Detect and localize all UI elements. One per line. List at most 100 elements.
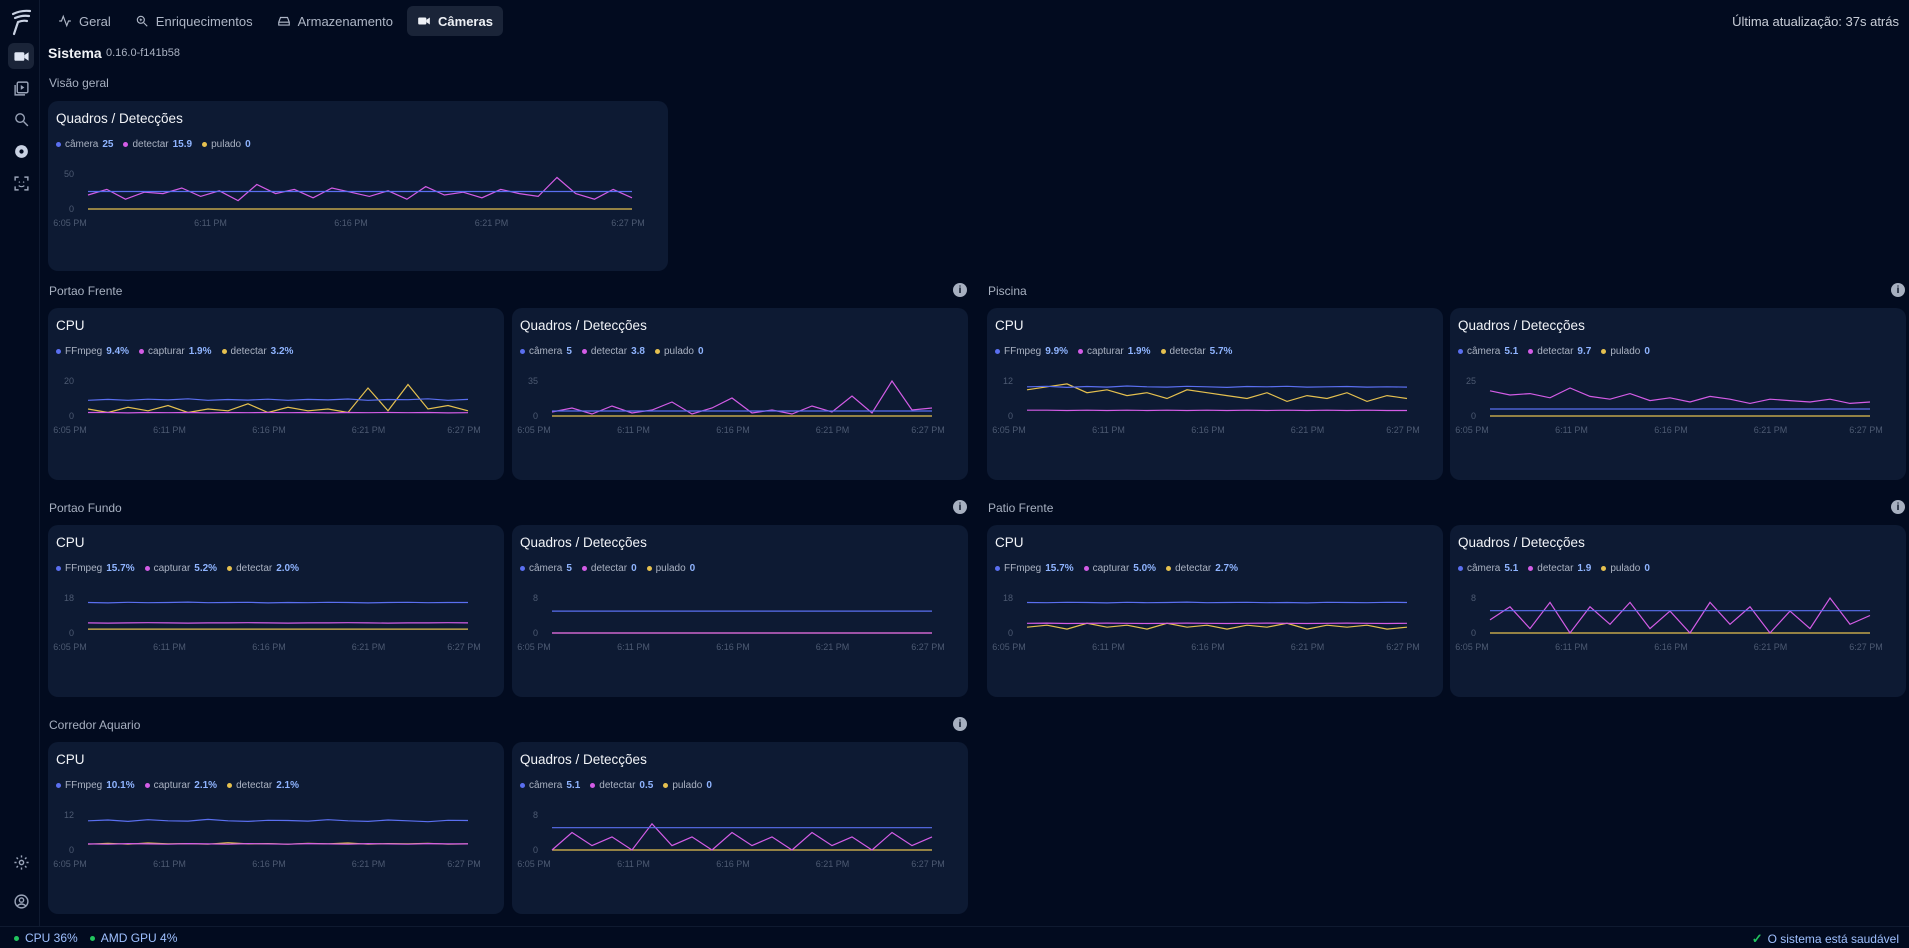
legend-item[interactable]: capturar 5.0%	[1083, 563, 1156, 574]
tab-cameras[interactable]: Câmeras	[407, 6, 503, 36]
legend-item[interactable]: detectar 15.9	[123, 139, 192, 150]
legend-item[interactable]: detectar 0	[581, 563, 637, 574]
legend-item[interactable]: FFmpeg 15.7%	[995, 563, 1074, 574]
legend-dot	[227, 566, 233, 571]
legend-item[interactable]: detectar 9.7	[1528, 346, 1591, 357]
legend-item[interactable]: FFmpeg 9.9%	[995, 346, 1068, 357]
legend-item[interactable]: câmera 25	[56, 139, 113, 150]
legend-item[interactable]: pulado 0	[646, 563, 695, 574]
info-icon[interactable]: i	[953, 283, 967, 297]
gpu-status-text: AMD GPU 4%	[100, 931, 178, 945]
sidebar-item-explore[interactable]	[8, 106, 34, 132]
health-status[interactable]: ✓ O sistema está saudável	[1752, 931, 1899, 947]
legend-item[interactable]: câmera 5	[520, 563, 572, 574]
info-icon[interactable]: i	[953, 500, 967, 514]
legend-dot	[1528, 349, 1534, 354]
x-tick-label: 6:21 PM	[352, 859, 386, 869]
legend-item[interactable]: detectar 5.7%	[1160, 346, 1232, 357]
legend-item[interactable]: FFmpeg 10.1%	[56, 780, 135, 791]
x-tick-label: 6:16 PM	[252, 425, 286, 435]
sidebar-item-export[interactable]	[8, 138, 34, 164]
x-tick-label: 6:11 PM	[1092, 425, 1125, 435]
legend-label: FFmpeg	[1004, 346, 1042, 357]
sidebar-item-live[interactable]	[8, 43, 34, 69]
info-icon[interactable]: i	[1891, 500, 1905, 514]
legend-item[interactable]: detectar 3.8	[581, 346, 645, 357]
legend-label: detectar	[1537, 346, 1574, 357]
y-tick-label: 0	[533, 845, 538, 855]
x-tick-label: 6:05 PM	[53, 218, 87, 228]
legend-label: detectar	[236, 780, 273, 791]
gpu-status[interactable]: AMD GPU 4%	[89, 931, 178, 945]
sidebar-settings[interactable]	[8, 849, 34, 875]
legend-item[interactable]: detectar 2.7%	[1166, 563, 1238, 574]
info-icon[interactable]: i	[1891, 283, 1905, 297]
legend-item[interactable]: pulado 0	[202, 139, 251, 150]
camera-cpu-card: CPU FFmpeg 10.1% capturar 2.1% detectar 2.1% 12…	[48, 742, 504, 914]
tab-geral[interactable]: Geral	[48, 6, 121, 36]
legend-value: 0	[245, 139, 251, 150]
series-line-0	[1026, 601, 1408, 604]
legend-item[interactable]: detectar 3.2%	[221, 346, 293, 357]
legend-item[interactable]: detectar 0.5	[590, 780, 653, 791]
camera-section-label: Portao Frente	[49, 284, 123, 298]
x-tick-label: 6:21 PM	[352, 425, 386, 435]
legend-item[interactable]: capturar 1.9%	[139, 346, 212, 357]
legend-item[interactable]: detectar 2.1%	[227, 780, 299, 791]
chart-title: CPU	[995, 318, 1024, 333]
x-tick-label: 6:27 PM	[911, 642, 945, 652]
legend-value: 15.7%	[1045, 563, 1074, 574]
legend-item[interactable]: FFmpeg 15.7%	[56, 563, 135, 574]
x-tick-label: 6:16 PM	[1654, 642, 1688, 652]
legend-label: pulado	[1610, 563, 1641, 574]
legend-item[interactable]: pulado 0	[1601, 563, 1650, 574]
legend-item[interactable]: capturar 5.2%	[144, 563, 217, 574]
legend-label: detectar	[1537, 563, 1574, 574]
legend-dot	[227, 783, 233, 788]
x-tick-label: 6:27 PM	[611, 218, 645, 228]
frigate-logo-icon[interactable]	[10, 8, 32, 36]
line-chart: 12 0 6:05 PM 6:11 PM 6:16 PM 6:21 PM 6:27 PM	[53, 810, 481, 869]
sidebar-account[interactable]	[8, 888, 34, 914]
chart-legend: FFmpeg 15.7% capturar 5.0% detectar 2.7%	[995, 563, 1238, 574]
legend-item[interactable]: detectar 1.9	[1528, 563, 1591, 574]
legend-dot	[520, 783, 525, 788]
y-tick-label: 8	[533, 593, 538, 603]
legend-label: detectar	[230, 346, 267, 357]
sidebar-item-faces[interactable]	[8, 170, 34, 196]
chart-legend: câmera 5 detectar 3.8 pulado 0	[520, 346, 704, 357]
legend-item[interactable]: pulado 0	[1601, 346, 1650, 357]
legend-item[interactable]: câmera 5.1	[1458, 346, 1518, 357]
legend-item[interactable]: câmera 5.1	[520, 780, 580, 791]
x-tick-label: 6:16 PM	[1654, 425, 1688, 435]
legend-item[interactable]: capturar 2.1%	[144, 780, 217, 791]
x-tick-label: 6:16 PM	[716, 642, 750, 652]
tab-enriquecimentos[interactable]: Enriquecimentos	[125, 6, 263, 36]
legend-label: capturar	[1087, 346, 1124, 357]
chart-legend: câmera 5.1 detectar 0.5 pulado 0	[520, 780, 712, 791]
x-tick-label: 6:05 PM	[1455, 642, 1489, 652]
legend-value: 5	[566, 346, 572, 357]
legend-item[interactable]: pulado 0	[663, 780, 712, 791]
cpu-status[interactable]: CPU 36%	[14, 931, 78, 945]
legend-item[interactable]: detectar 2.0%	[227, 563, 299, 574]
y-tick-label: 50	[64, 169, 74, 179]
x-tick-label: 6:27 PM	[911, 859, 945, 869]
sidebar-item-review[interactable]	[8, 75, 34, 101]
tab-armazenamento[interactable]: Armazenamento	[267, 6, 403, 36]
activity-icon	[59, 14, 71, 28]
x-tick-label: 6:05 PM	[517, 425, 551, 435]
tab-label: Enriquecimentos	[155, 13, 253, 29]
info-icon[interactable]: i	[953, 717, 967, 731]
legend-item[interactable]: pulado 0	[654, 346, 704, 357]
legend-value: 9.4%	[106, 346, 130, 357]
line-chart: 20 0 6:05 PM 6:11 PM 6:16 PM 6:21 PM 6:27 PM	[53, 376, 481, 435]
legend-value: 0	[1644, 563, 1650, 574]
legend-item[interactable]: câmera 5.1	[1458, 563, 1518, 574]
legend-item[interactable]: câmera 5	[520, 346, 572, 357]
legend-value: 2.7%	[1215, 563, 1239, 574]
legend-dot	[56, 566, 61, 571]
legend-item[interactable]: FFmpeg 9.4%	[56, 346, 129, 357]
legend-dot	[56, 142, 61, 147]
legend-item[interactable]: capturar 1.9%	[1078, 346, 1151, 357]
